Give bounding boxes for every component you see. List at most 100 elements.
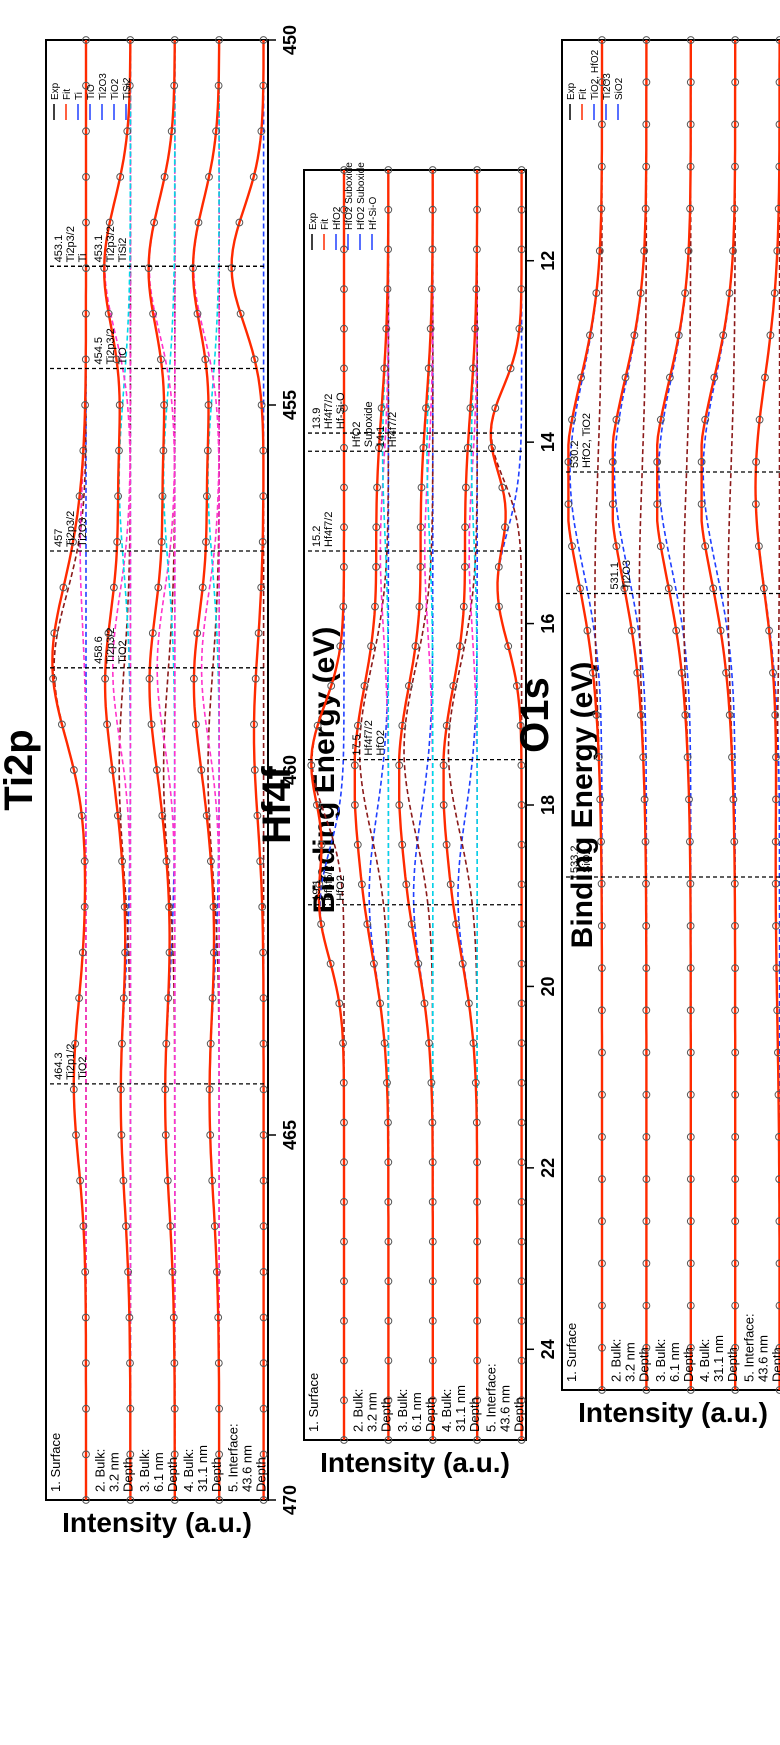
panel-label: Depth: [120, 1457, 135, 1492]
legend-label: Fit: [62, 89, 73, 100]
legend-label: Hf-Si-O: [368, 196, 379, 230]
annotation-text: 14.1: [375, 426, 387, 447]
fit-curve: [399, 170, 433, 1440]
panel-label: 3.2 nm: [622, 1342, 637, 1382]
annotation-text: Ti: [77, 254, 89, 263]
panel-label: 43.6 nm: [756, 1335, 771, 1382]
panel-label: Depth: [467, 1397, 482, 1432]
panel-label: Depth: [378, 1397, 393, 1432]
legend-label: HfO2: [332, 206, 343, 230]
legend-label: TiO2, HfO2: [590, 49, 601, 100]
panel-label: Depth: [254, 1457, 269, 1492]
panel-label: 1. Surface: [48, 1433, 63, 1492]
panel-label: Depth: [165, 1457, 180, 1492]
panel-label: 3. Bulk:: [395, 1389, 410, 1432]
annotation-text: 17.5: [351, 734, 363, 755]
annotation-text: HfO2: [351, 422, 363, 448]
panel-label: 31.1 nm: [195, 1445, 210, 1492]
chart-title: Ti2p: [0, 729, 41, 811]
panel-label: 5. Interface:: [484, 1363, 499, 1432]
annotation-text: Hf4f7/2: [323, 512, 335, 547]
fit-curve: [702, 40, 736, 1390]
panel-label: 5. Interface:: [226, 1423, 241, 1492]
x-tick-label: 16: [538, 614, 558, 634]
chart-title: O1s: [513, 677, 557, 753]
fit-curve: [149, 40, 175, 1500]
legend-label: TiO2: [110, 78, 121, 100]
fit-curve: [193, 40, 219, 1500]
annotation-text: 453.1: [93, 235, 105, 263]
panel-label: 1. Surface: [564, 1323, 579, 1382]
legend-label: Exp: [50, 82, 61, 100]
legend-label: Exp: [566, 82, 577, 100]
panel-label: Depth: [512, 1397, 527, 1432]
panel-label: 5. Interface:: [742, 1313, 757, 1382]
annotation-text: HfO2: [375, 730, 387, 756]
fit-curve: [444, 170, 478, 1440]
y-axis-label: Intensity (a.u.): [62, 1507, 252, 1538]
component-curve: [491, 170, 521, 1440]
panel-label: 31.1 nm: [711, 1335, 726, 1382]
legend-label: TiO: [86, 84, 97, 100]
panel-label: 31.1 nm: [453, 1385, 468, 1432]
legend-label: Ti2O3: [602, 73, 613, 100]
annotation-text: Ti2O3: [621, 560, 633, 590]
panel-label: 2. Bulk:: [608, 1339, 623, 1382]
annotation-text: 15.2: [311, 526, 323, 547]
panel-label: 3. Bulk:: [137, 1449, 152, 1492]
panel-label: Depth: [423, 1397, 438, 1432]
panel-label: 4. Bulk:: [181, 1449, 196, 1492]
annotation-text: Hf4f7/2: [363, 720, 375, 755]
x-tick-label: 455: [280, 390, 300, 420]
panel-label: 6.1 nm: [667, 1342, 682, 1382]
legend-label: Exp: [308, 212, 319, 230]
panel-label: 43.6 nm: [240, 1445, 255, 1492]
annotation-text: 530.2: [569, 440, 581, 468]
legend-label: SiO2: [614, 77, 625, 100]
annotation-text: Ti2p3/2: [65, 511, 77, 547]
annotation-text: 464.3: [53, 1052, 65, 1080]
annotation-text: Ti2p3/2: [105, 328, 117, 364]
annotation-text: Suboxide: [363, 401, 375, 447]
x-tick-label: 465: [280, 1120, 300, 1150]
annotation-text: Ti2O3: [77, 517, 89, 547]
panel-label: 1. Surface: [306, 1373, 321, 1432]
fit-curve: [491, 170, 522, 1440]
x-tick-label: 470: [280, 1485, 300, 1515]
panel-label: Depth: [636, 1347, 651, 1382]
annotation-text: Ti2p3/2: [65, 226, 77, 262]
annotation-text: HfO2: [335, 875, 347, 901]
chart-title: Hf4f: [255, 765, 299, 843]
annotation-text: 457: [53, 529, 65, 547]
annotation-text: 458.6: [93, 636, 105, 664]
annotation-text: Hf-Si-O: [335, 392, 347, 429]
annotation-text: Hf4f7/2: [387, 412, 399, 447]
panel-label: 4. Bulk:: [697, 1339, 712, 1382]
panel-label: Depth: [725, 1347, 740, 1382]
x-tick-label: 14: [538, 432, 558, 452]
x-tick-label: 18: [538, 795, 558, 815]
panel-label: Depth: [209, 1457, 224, 1492]
legend-label: Fit: [578, 89, 589, 100]
panel-label: 3. Bulk:: [653, 1339, 668, 1382]
x-tick-label: 20: [538, 976, 558, 996]
annotation-text: 13.9: [311, 408, 323, 429]
x-axis-label: Binding Energy (eV): [566, 662, 599, 949]
x-tick-label: 22: [538, 1158, 558, 1178]
panel-label: 4. Bulk:: [439, 1389, 454, 1432]
annotation-text: SiO2: [581, 849, 593, 873]
panel-label: 2. Bulk:: [350, 1389, 365, 1432]
legend-label: HfO2 Suboxide: [356, 162, 367, 230]
annotation-text: TiO2: [77, 1056, 89, 1079]
chart-o1s: O1sBinding Energy (eV)Intensity (a.u.)53…: [513, 37, 780, 1428]
